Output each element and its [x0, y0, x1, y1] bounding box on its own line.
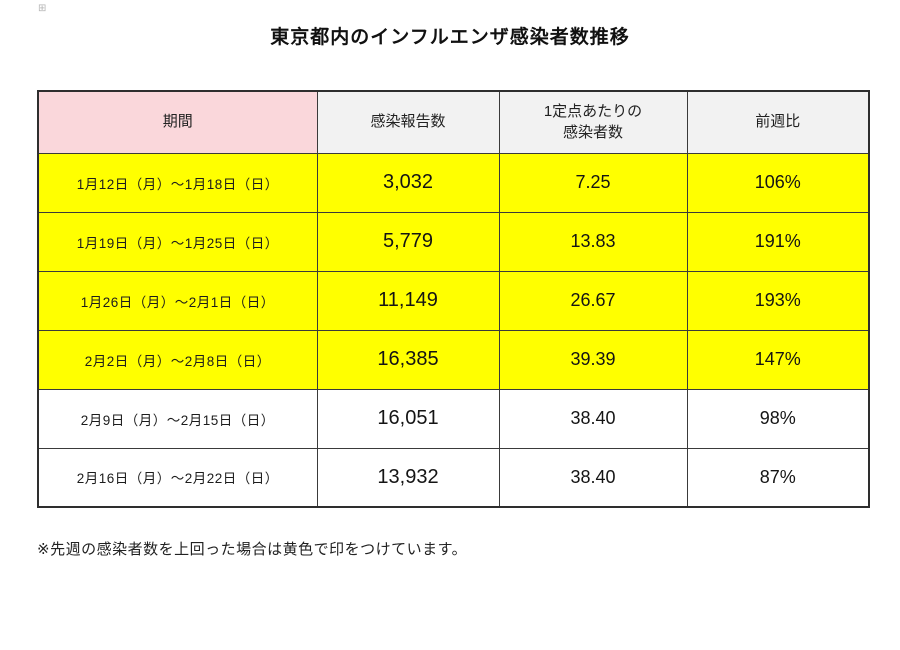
page-title: 東京都内のインフルエンザ感染者数推移 — [270, 27, 630, 48]
cell-per-point-rate: 38.40 — [498, 388, 688, 449]
table-row: 1月26日（月）～2月1日（日） 11,149 26.67 193% — [37, 270, 870, 331]
cell-reported-count: 16,385 — [316, 329, 500, 390]
header-cell-reported: 感染報告数 — [316, 90, 500, 154]
cell-period: 1月12日（月）～1月18日（日） — [37, 152, 318, 213]
header-cell-per-point: 1定点あたりの 感染者数 — [498, 90, 688, 154]
cell-week-over-week: 193% — [686, 270, 870, 331]
table-header-row: 期間 感染報告数 1定点あたりの 感染者数 前週比 — [37, 90, 870, 154]
cell-week-over-week: 106% — [686, 152, 870, 213]
cell-per-point-rate: 38.40 — [498, 447, 688, 508]
cell-reported-count: 3,032 — [316, 152, 500, 213]
influenza-table: 期間 感染報告数 1定点あたりの 感染者数 前週比 1月12日（月）～1月18日… — [37, 90, 870, 508]
table-row: 1月12日（月）～1月18日（日） 3,032 7.25 106% — [37, 152, 870, 213]
cell-reported-count: 16,051 — [316, 388, 500, 449]
cell-period: 2月16日（月）～2月22日（日） — [37, 447, 318, 508]
cell-week-over-week: 147% — [686, 329, 870, 390]
table-row: 1月19日（月）～1月25日（日） 5,779 13.83 191% — [37, 211, 870, 272]
table-row: 2月9日（月）～2月15日（日） 16,051 38.40 98% — [37, 388, 870, 449]
cell-per-point-rate: 13.83 — [498, 211, 688, 272]
header-cell-week-over-week: 前週比 — [686, 90, 870, 154]
object-anchor-icon: ⊞ — [38, 3, 47, 14]
table-body: 1月12日（月）～1月18日（日） 3,032 7.25 106% 1月19日（… — [37, 152, 870, 508]
cell-period: 2月9日（月）～2月15日（日） — [37, 388, 318, 449]
header-cell-period: 期間 — [37, 90, 318, 154]
cell-per-point-rate: 26.67 — [498, 270, 688, 331]
cell-reported-count: 13,932 — [316, 447, 500, 508]
cell-week-over-week: 191% — [686, 211, 870, 272]
cell-per-point-rate: 39.39 — [498, 329, 688, 390]
table-row: 2月16日（月）～2月22日（日） 13,932 38.40 87% — [37, 447, 870, 508]
cell-period: 2月2日（月）～2月8日（日） — [37, 329, 318, 390]
cell-reported-count: 11,149 — [316, 270, 500, 331]
cell-week-over-week: 98% — [686, 388, 870, 449]
table-row: 2月2日（月）～2月8日（日） 16,385 39.39 147% — [37, 329, 870, 390]
cell-week-over-week: 87% — [686, 447, 870, 508]
cell-period: 1月19日（月）～1月25日（日） — [37, 211, 318, 272]
cell-per-point-rate: 7.25 — [498, 152, 688, 213]
cell-period: 1月26日（月）～2月1日（日） — [37, 270, 318, 331]
footnote: ※先週の感染者数を上回った場合は黄色で印をつけています。 — [37, 541, 468, 558]
cell-reported-count: 5,779 — [316, 211, 500, 272]
